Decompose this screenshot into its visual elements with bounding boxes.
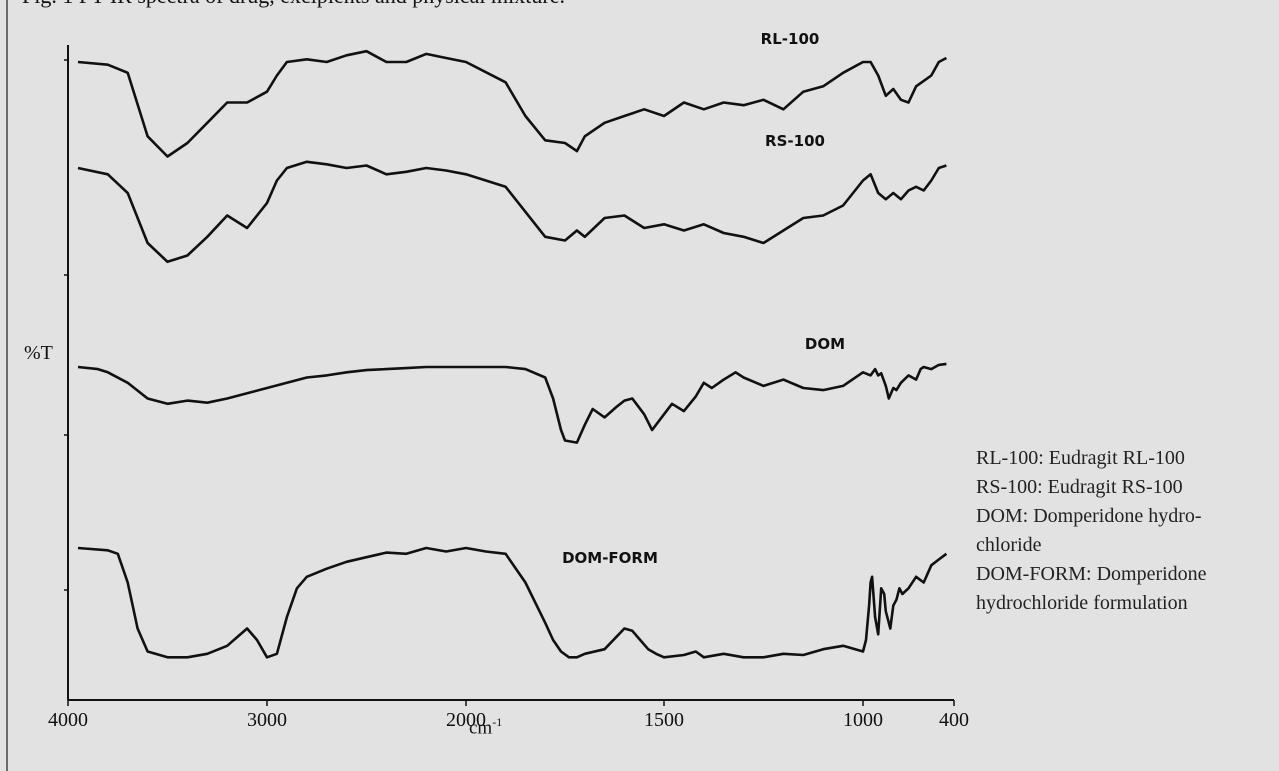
x-tick-label: 3000 [247,709,287,731]
legend-line: RL-100: Eudragit RL-100 [976,447,1185,469]
x-axis-label: cm-1 [469,715,502,739]
x-tick-label: 4000 [48,709,88,731]
x-axis-label-exponent: -1 [492,715,503,729]
series-line-rs-100 [77,160,947,264]
frame-left-border [6,0,8,771]
series-line-rl-100 [77,49,948,158]
legend-line: DOM-FORM: Domperidone [976,563,1207,585]
legend-line: chloride [976,534,1042,556]
figure-caption: Fig. 1 FT-IR spectra of drug, excipients… [22,0,565,9]
series-label: DOM [805,335,845,353]
series-label: RL-100 [761,30,820,48]
x-axis-label-unit: cm [469,717,493,739]
series-legend: RL-100: Eudragit RL-100 RS-100: Eudragit… [976,444,1276,618]
y-axis-label: %T [24,342,53,364]
x-tick-label: 400 [939,709,969,731]
series-label: RS-100 [765,132,825,150]
legend-line: hydrochloride formulation [976,592,1188,614]
series-label: DOM-FORM [562,549,658,567]
series-line-dom [77,362,947,444]
x-tick-label: 1500 [644,709,684,731]
x-tick-label: 1000 [843,709,883,731]
legend-line: DOM: Domperidone hydro- [976,505,1202,527]
series-line-dom-form [77,546,948,659]
legend-line: RS-100: Eudragit RS-100 [976,476,1183,498]
x-tick-label: 2000 [446,709,486,731]
